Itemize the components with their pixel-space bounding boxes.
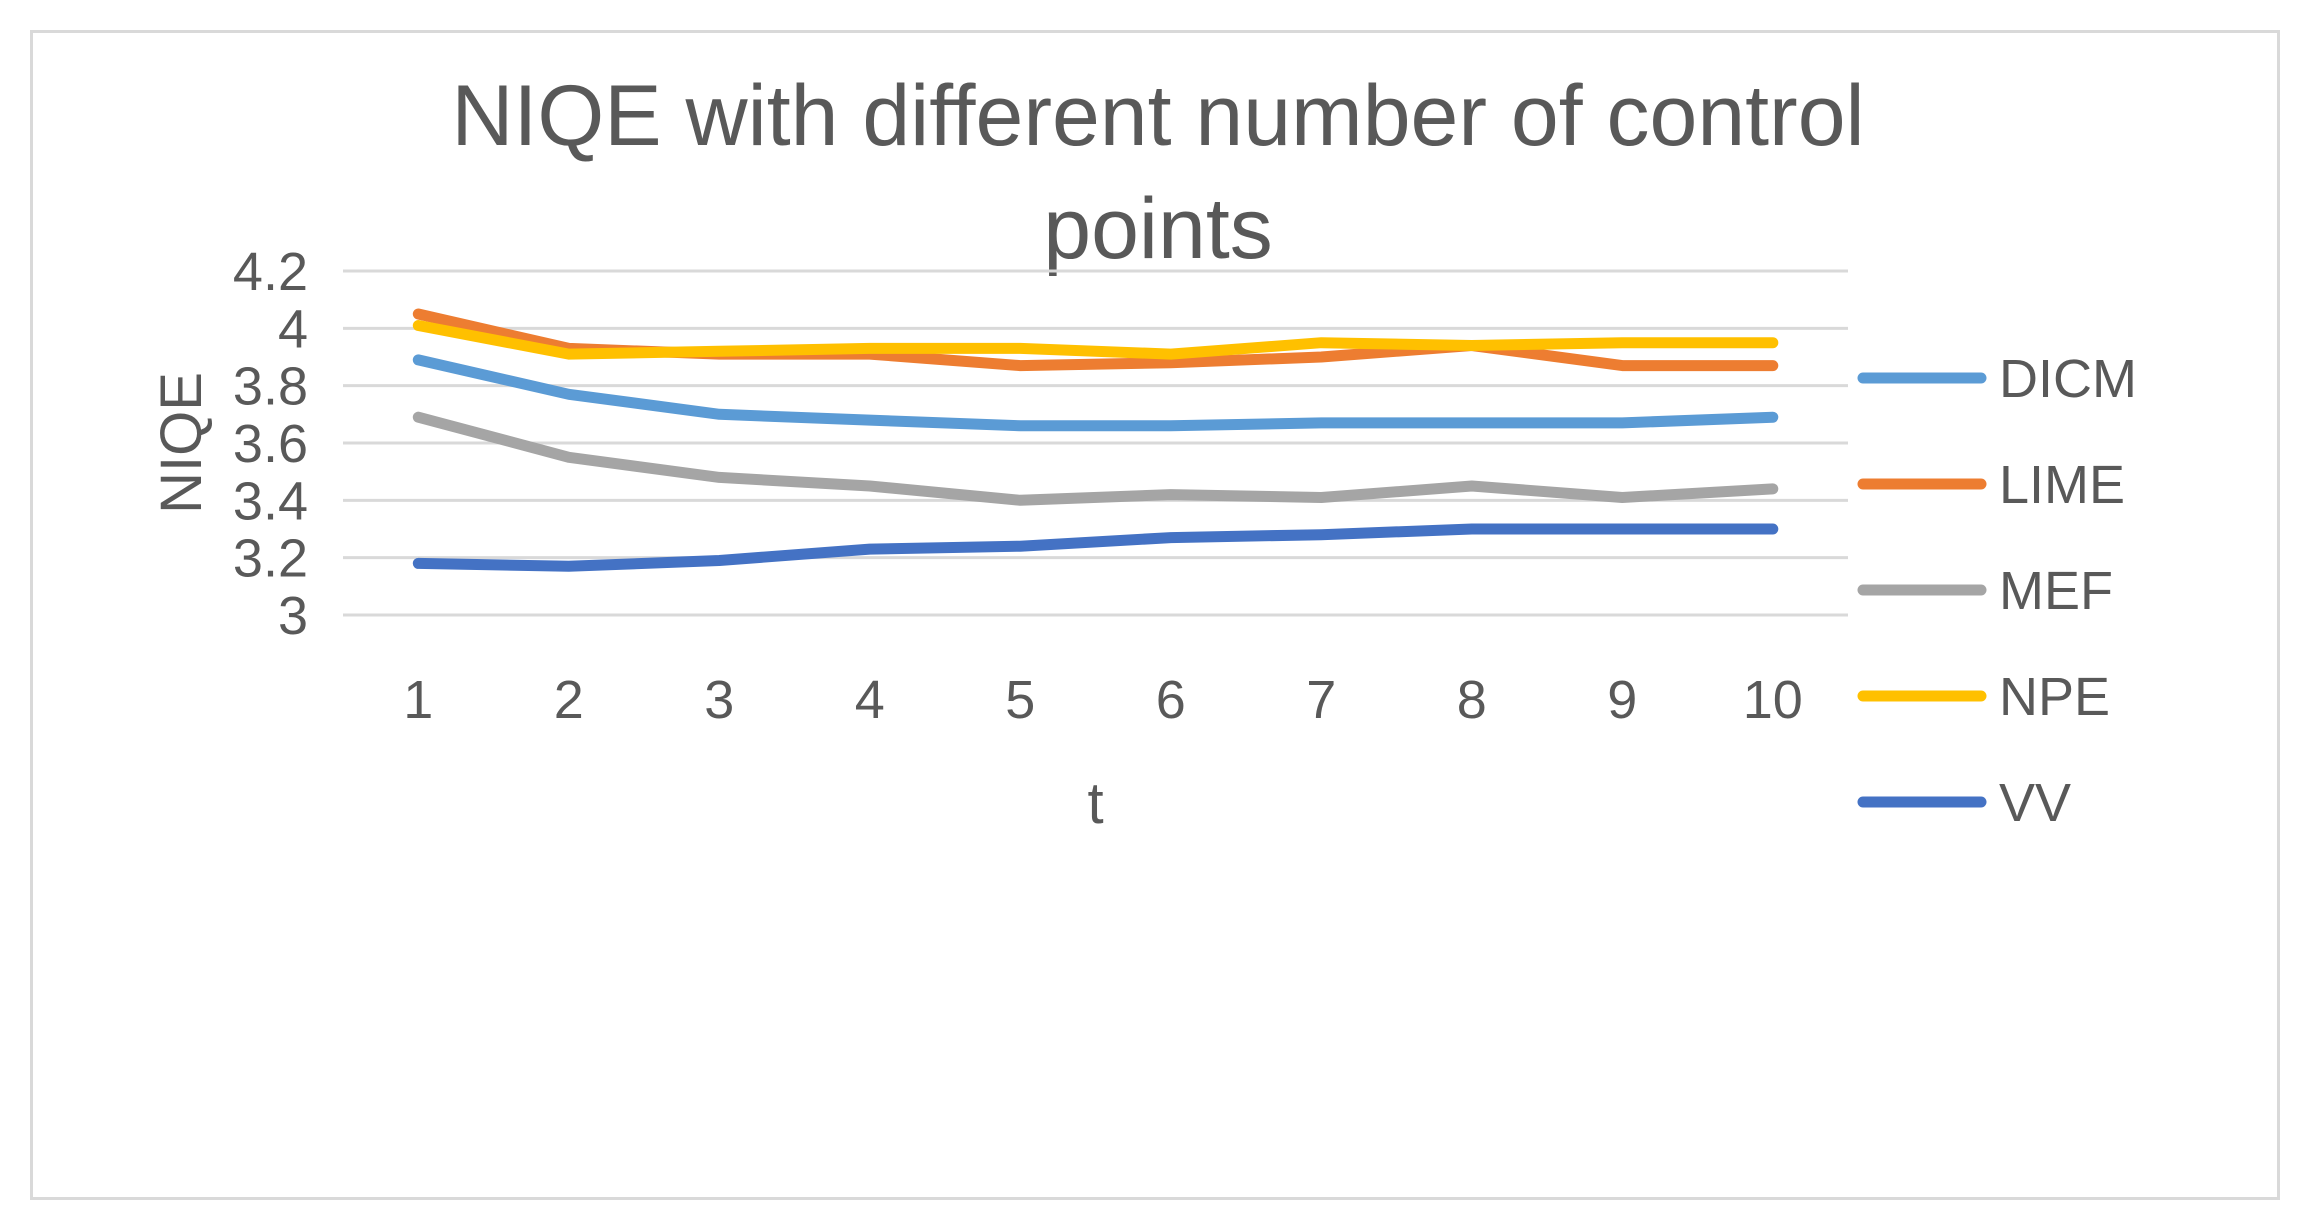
y-axis-title: NIQE xyxy=(149,372,214,514)
line-chart: NIQE with different number of control poi… xyxy=(149,68,2137,836)
y-tick-label: 3.6 xyxy=(233,414,308,474)
chart-title-line-2: points xyxy=(1043,181,1273,277)
y-tick-label: 4 xyxy=(278,299,308,359)
legend-item-vv: VV xyxy=(1857,773,2071,833)
legend-label: DICM xyxy=(1999,349,2137,409)
legend-item-mef: MEF xyxy=(1857,561,2113,621)
legend-label: LIME xyxy=(1999,455,2125,515)
legend-item-npe: NPE xyxy=(1857,667,2110,727)
y-axis-ticks: 33.23.43.63.844.2 xyxy=(233,242,308,646)
y-tick-label: 3.2 xyxy=(233,529,308,589)
series-line-npe xyxy=(412,320,1779,360)
x-tick-label: 6 xyxy=(1156,670,1186,730)
series-line-vv xyxy=(412,523,1779,572)
chart-title-line-1: NIQE with different number of control xyxy=(451,68,1864,164)
legend-item-dicm: DICM xyxy=(1857,349,2137,409)
y-tick-label: 3.8 xyxy=(233,357,308,417)
chart-title: NIQE with different number of control poi… xyxy=(451,68,1864,277)
legend-item-lime: LIME xyxy=(1857,455,2125,515)
x-tick-label: 1 xyxy=(403,670,433,730)
x-axis-title: t xyxy=(1087,771,1103,836)
series-line-dicm xyxy=(412,354,1779,432)
x-tick-label: 9 xyxy=(1607,670,1637,730)
x-tick-label: 3 xyxy=(704,670,734,730)
legend-label: NPE xyxy=(1999,667,2110,727)
legend-label: VV xyxy=(1999,773,2071,833)
series-line-mef xyxy=(412,411,1779,506)
chart-frame: NIQE with different number of control poi… xyxy=(30,30,2280,1200)
x-tick-label: 5 xyxy=(1005,670,1035,730)
x-axis-ticks: 1 2 3 4 5 6 7 8 9 10 xyxy=(403,670,1803,730)
y-tick-label: 4.2 xyxy=(233,242,308,302)
x-tick-label: 8 xyxy=(1457,670,1487,730)
x-tick-label: 10 xyxy=(1743,670,1803,730)
x-tick-label: 4 xyxy=(855,670,885,730)
y-tick-label: 3 xyxy=(278,586,308,646)
x-tick-label: 2 xyxy=(554,670,584,730)
series-lines xyxy=(412,308,1779,572)
legend-label: MEF xyxy=(1999,561,2113,621)
x-tick-label: 7 xyxy=(1306,670,1336,730)
y-tick-label: 3.4 xyxy=(233,471,308,531)
legend: DICM LIME MEF NPE VV xyxy=(1857,349,2137,833)
